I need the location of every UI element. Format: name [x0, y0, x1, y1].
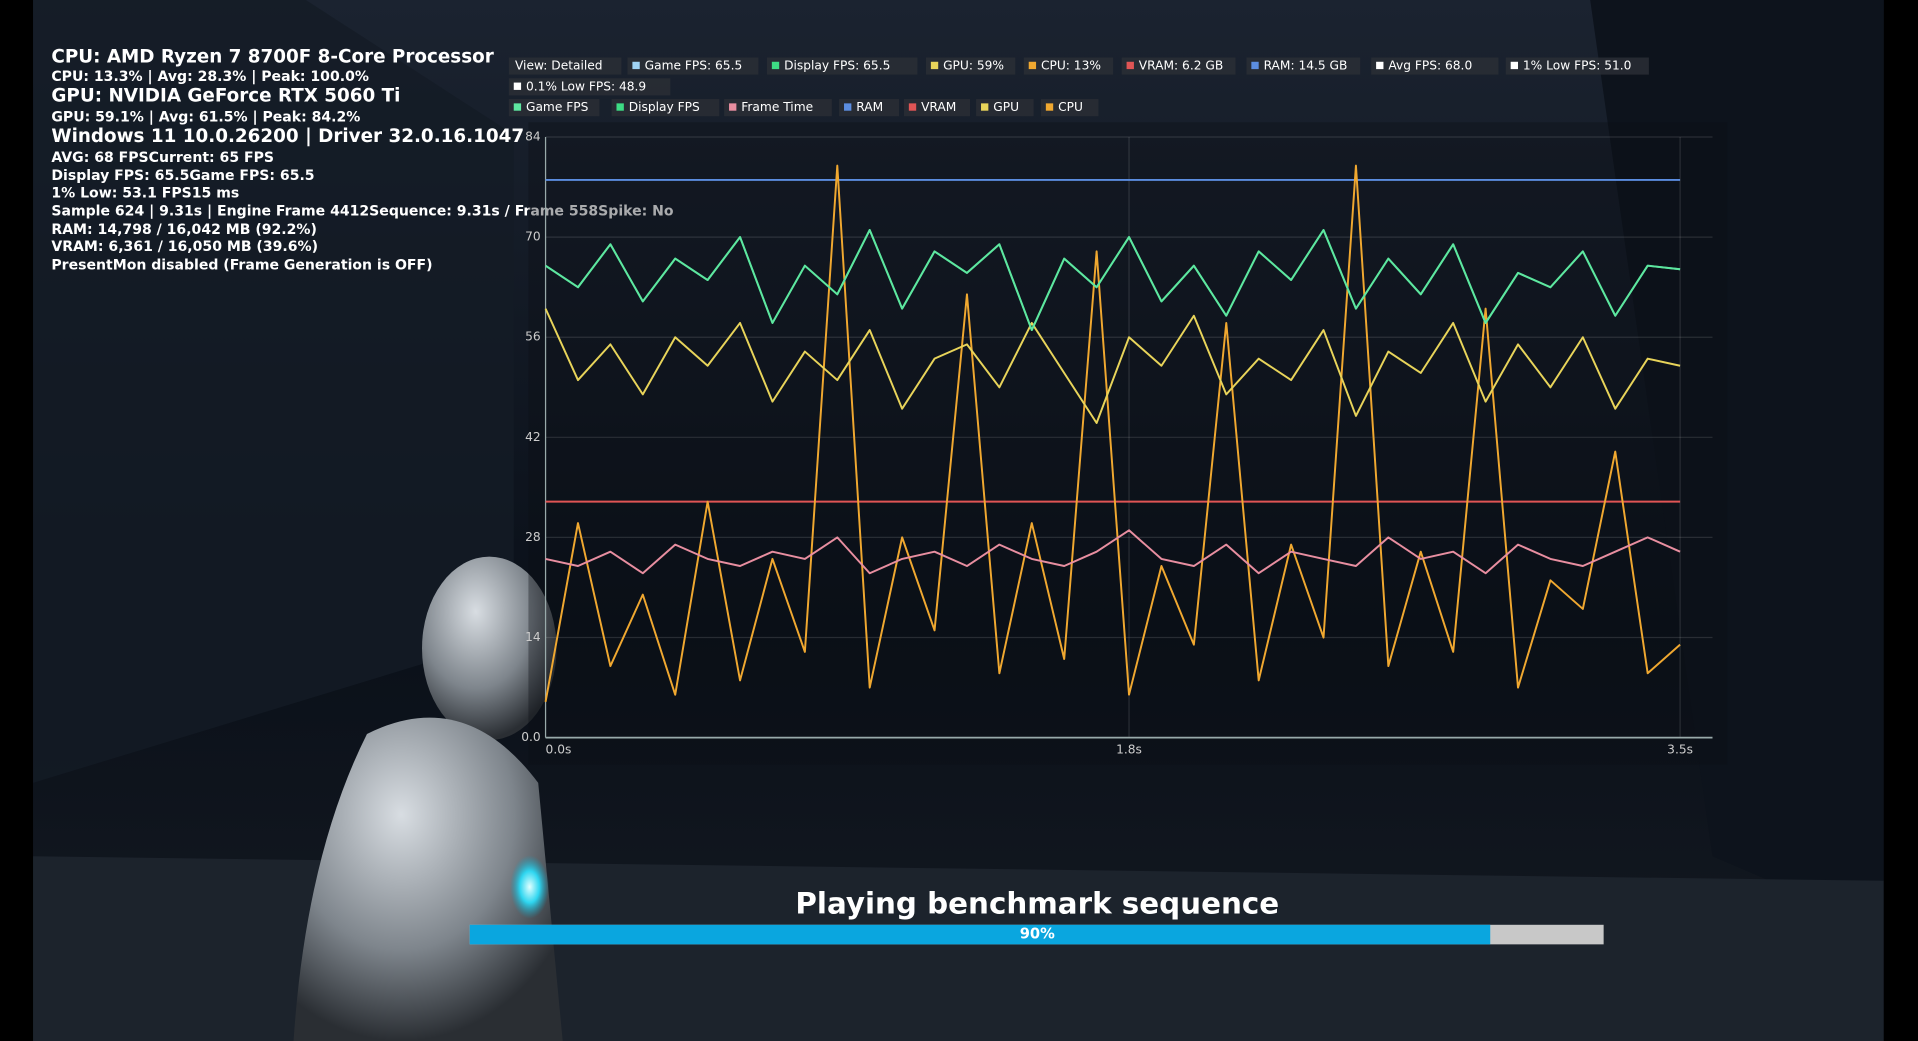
- legend-text: GPU: 59%: [943, 59, 1004, 73]
- legend-chip: [1246, 57, 1361, 75]
- series-line: [545, 228, 1681, 332]
- overlay-line: RAM: 14,798 / 16,042 MB (92.2%): [51, 222, 317, 238]
- legend-swatch: [632, 61, 640, 70]
- overlay-line: CPU: 13.3% | Avg: 28.3% | Peak: 100.0%: [51, 69, 369, 85]
- character-head: [422, 556, 557, 741]
- x-tick-label: 0.0s: [546, 742, 572, 756]
- legend-chip: [925, 57, 1016, 75]
- legend-swatch: [513, 103, 522, 111]
- progress: Playing benchmark sequence 90%: [469, 887, 1604, 945]
- legend-chip: [627, 57, 759, 75]
- legend-text: Display FPS: [629, 100, 700, 114]
- progress-label: 90%: [1020, 926, 1055, 943]
- overlay-line: GPU: NVIDIA GeForce RTX 5060 Ti: [51, 86, 400, 107]
- legend-text: View: Detailed: [515, 59, 603, 73]
- legend-chip: [1023, 57, 1114, 75]
- legend-text: VRAM: 6.2 GB: [1139, 59, 1223, 73]
- overlay-line: GPU: 59.1% | Avg: 61.5% | Peak: 84.2%: [51, 109, 360, 125]
- overlay-line: Sample 624 | 9.31s | Engine Frame 4412Se…: [51, 204, 674, 220]
- y-tick-label: 84: [525, 130, 541, 144]
- legend-swatch: [844, 103, 852, 111]
- legend-swatch: [616, 103, 624, 111]
- legend-chip: [611, 99, 720, 117]
- legend-chip: [508, 57, 622, 75]
- legend-chip: [724, 99, 832, 117]
- legend-chip: [1505, 57, 1649, 75]
- overlay-line: 1% Low: 53.1 FPS15 ms: [51, 185, 239, 201]
- y-tick-label: 70: [525, 230, 541, 244]
- legend-swatch: [1376, 61, 1384, 70]
- x-tick-label: 3.5s: [1667, 742, 1693, 756]
- legend-text: Game FPS: [526, 100, 589, 114]
- legend-swatch: [513, 82, 522, 90]
- overlay-line: PresentMon disabled (Frame Generation is…: [51, 257, 432, 273]
- legend-swatch: [729, 103, 737, 111]
- legend-text: GPU: [993, 100, 1019, 114]
- legend-text: RAM: 14.5 GB: [1264, 59, 1348, 73]
- character: [293, 556, 563, 1041]
- overlay-line: AVG: 68 FPSCurrent: 65 FPS: [51, 150, 274, 166]
- legend-text: Game FPS: 65.5: [645, 59, 743, 73]
- legend-swatch: [1510, 61, 1519, 70]
- legend-text: RAM: [856, 100, 883, 114]
- y-tick-label: 56: [525, 330, 541, 344]
- character-light: [510, 855, 550, 919]
- y-tick-label: 28: [525, 530, 541, 544]
- legend-chip: [903, 99, 971, 117]
- legend-chip: [508, 99, 600, 117]
- legend-swatch: [1028, 61, 1037, 70]
- legend-chip: [976, 99, 1034, 117]
- legend-swatch: [981, 103, 989, 111]
- legend-chip: [766, 57, 918, 75]
- series-line: [545, 529, 1681, 575]
- chart: 0.0 14 28 42 56 70 84 0.0s 1.8s 3.5s: [521, 130, 1713, 756]
- legends: View: Detailed Game FPS: 65.5 Display FPS:…: [508, 57, 1649, 117]
- series-line: [544, 164, 1681, 703]
- legend-chip: [839, 99, 900, 117]
- scene-wall: [1590, 0, 1884, 930]
- legend-text: Display FPS: 65.5: [784, 59, 890, 73]
- progress-title: Playing benchmark sequence: [795, 887, 1279, 921]
- legend-swatch: [1251, 61, 1259, 70]
- legend-text: 1% Low FPS: 51.0: [1523, 59, 1632, 73]
- overlay-line: Display FPS: 65.5Game FPS: 65.5: [51, 168, 314, 184]
- legend-chip: [1121, 57, 1236, 75]
- legend-text: Avg FPS: 68.0: [1388, 59, 1472, 73]
- legend-text: CPU: 13%: [1041, 59, 1101, 73]
- border: [0, 0, 34, 1041]
- legend-swatch: [908, 103, 917, 111]
- legend-chip: [1371, 57, 1499, 75]
- x-tick-label: 1.8s: [1116, 742, 1142, 756]
- legend-text: Frame Time: [741, 100, 813, 114]
- legend-swatch: [1045, 103, 1054, 111]
- scene-wall: [33, 0, 514, 783]
- stats-overlay: CPU: AMD Ryzen 7 8700F 8-Core Processor C…: [51, 46, 674, 273]
- legend-text: VRAM: [921, 100, 956, 114]
- legend-chip: [1040, 99, 1099, 117]
- y-tick-label: 0.0: [521, 730, 540, 744]
- y-tick-label: 14: [525, 630, 541, 644]
- legend-text: 0.1% Low FPS: 48.9: [526, 79, 646, 93]
- legend-swatch: [1126, 61, 1134, 70]
- overlay-line: VRAM: 6,361 / 16,050 MB (39.6%): [51, 239, 318, 255]
- y-tick-label: 42: [525, 430, 541, 444]
- legend-swatch: [930, 61, 939, 70]
- overlay-line: CPU: AMD Ryzen 7 8700F 8-Core Processor: [51, 46, 493, 67]
- character-body: [293, 717, 563, 1041]
- border: [1883, 0, 1918, 1041]
- legend-chip: [508, 78, 671, 96]
- overlay-line: Windows 11 10.0.26200 | Driver 32.0.16.1…: [51, 126, 524, 147]
- series-line: [544, 308, 1681, 424]
- legend-text: CPU: [1058, 100, 1083, 114]
- legend-swatch: [771, 61, 780, 70]
- progress-fill: [469, 924, 1491, 945]
